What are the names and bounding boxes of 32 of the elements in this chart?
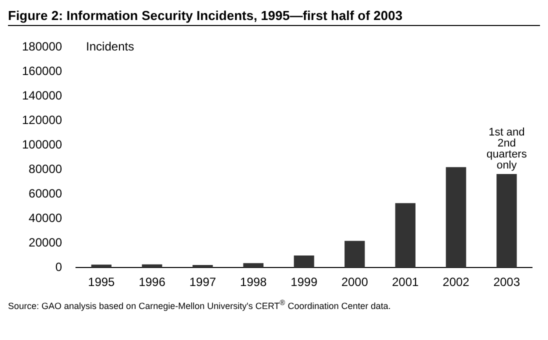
x-tick-label: 2003: [493, 275, 520, 290]
x-tick-label: 1998: [240, 275, 268, 290]
y-tick-label: 160000: [22, 64, 62, 78]
bar: [395, 203, 416, 268]
y-tick-label: 100000: [22, 137, 62, 152]
bar: [446, 167, 466, 268]
x-tick-label: 1997: [189, 275, 216, 290]
bar: [496, 174, 517, 268]
annotation: 1st and 2nd quarters only: [486, 126, 528, 172]
bar: [243, 263, 264, 268]
y-tick-label: 80000: [28, 162, 62, 176]
chart-title: Figure 2: Information Security Incidents, 1995—first half of 2003: [8, 8, 540, 26]
bar: [192, 265, 213, 268]
bar: [142, 264, 162, 268]
y-axis-title: Incidents: [86, 40, 134, 54]
y-tick-label: 20000: [28, 235, 62, 250]
x-tick-label: 1996: [138, 275, 166, 290]
x-tick-label: 1999: [290, 275, 318, 290]
x-tick-label: 2001: [392, 275, 420, 290]
x-tick-label: 2000: [341, 275, 368, 290]
y-tick-label: 180000: [22, 40, 62, 54]
y-tick-label: 40000: [28, 210, 62, 225]
bar: [91, 264, 112, 268]
y-tick-label: 0: [55, 260, 62, 274]
y-tick-label: 120000: [22, 112, 62, 127]
y-tick-label: 60000: [28, 186, 62, 200]
x-tick-label: 1995: [88, 275, 116, 290]
x-tick-label: 2002: [442, 275, 470, 290]
bar: [294, 255, 314, 268]
source-note: Source: GAO analysis based on Carnegie-Mellon University's CERT$^{®}$ Coordination Center data.: [8, 298, 392, 311]
y-tick-label: 140000: [22, 88, 62, 102]
bar: [344, 240, 365, 268]
